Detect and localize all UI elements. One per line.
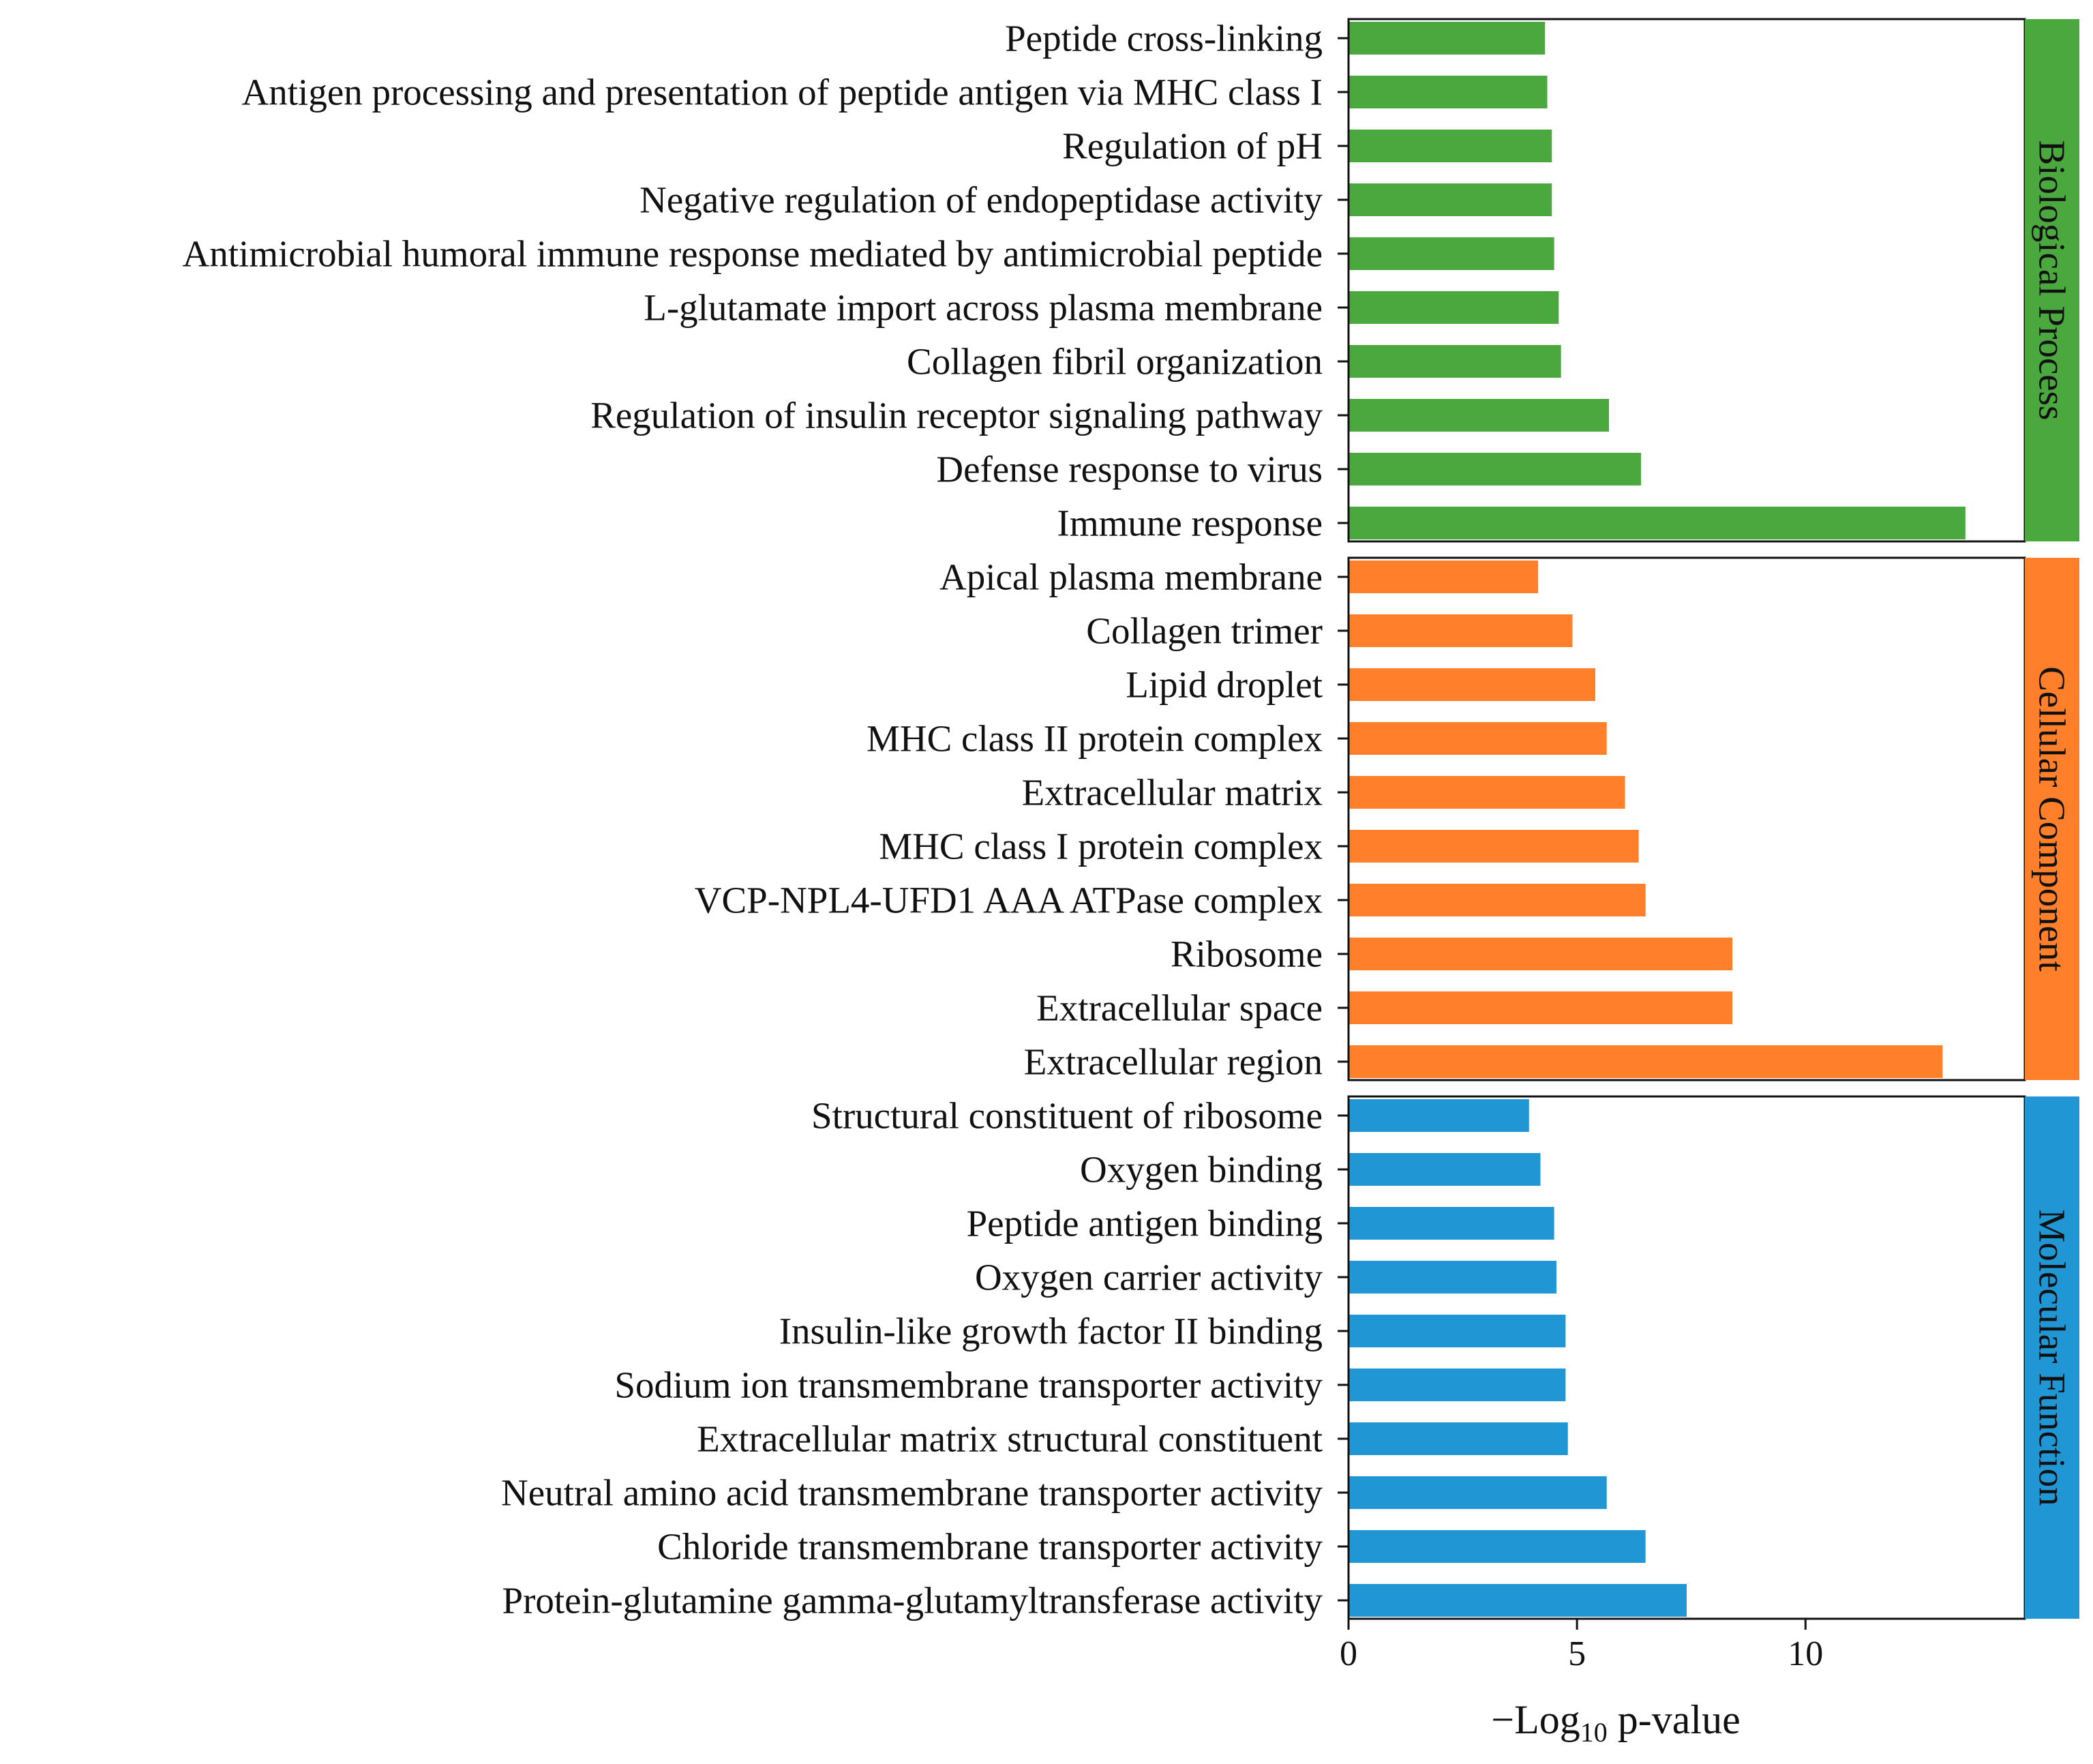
y-tick-label-apical-plasma-membrane: Apical plasma membrane [939, 556, 1323, 598]
bar-oxygen-binding [1349, 1153, 1541, 1186]
y-tick-label-regulation-of-ph: Regulation of pH [1062, 125, 1323, 167]
bar-oxygen-carrier-activity [1349, 1261, 1556, 1294]
y-tick-label-neutral-amino-acid-transmembrane-transporter-activity: Neutral amino acid transmembrane transpo… [501, 1472, 1323, 1514]
bar-protein-glutamine-gamma-glutamyltransferase-activity [1349, 1584, 1687, 1617]
bar-mhc-class-ii-protein-complex [1349, 722, 1607, 755]
bar-extracellular-matrix [1349, 776, 1625, 809]
bar-lipid-droplet [1349, 668, 1595, 701]
x-axis-title-suffix: p-value [1608, 1697, 1741, 1742]
x-axis-title-subscript: 10 [1580, 1717, 1608, 1748]
bar-structural-constituent-of-ribosome [1349, 1099, 1529, 1132]
x-tick-label-5: 5 [1568, 1634, 1586, 1673]
y-tick-label-collagen-trimer: Collagen trimer [1086, 610, 1323, 652]
bar-ribosome [1349, 938, 1733, 970]
y-tick-label-structural-constituent-of-ribosome: Structural constituent of ribosome [811, 1095, 1323, 1137]
bar-regulation-of-insulin-receptor-signaling-pathway [1349, 399, 1610, 432]
panel-label-biological-process: Biological Process [2032, 140, 2073, 421]
y-tick-label-collagen-fibril-organization: Collagen fibril organization [907, 341, 1323, 383]
y-tick-label-lipid-droplet: Lipid droplet [1126, 664, 1323, 706]
x-tick-label-10: 10 [1788, 1634, 1823, 1673]
bar-extracellular-space [1349, 991, 1733, 1024]
bar-regulation-of-ph [1349, 130, 1552, 162]
panel-strip-cellular-component [2025, 558, 2079, 1080]
bar-collagen-fibril-organization [1349, 345, 1561, 378]
x-tick-label-0: 0 [1340, 1634, 1357, 1673]
bar-negative-regulation-of-endopeptidase-activity [1349, 183, 1552, 216]
bar-antigen-processing-and-presentation-of-peptide-antigen-via-mhc-class-i [1349, 76, 1548, 108]
bar-peptide-antigen-binding [1349, 1207, 1554, 1240]
panels-layer: Peptide cross-linking Antigen processing … [183, 18, 2079, 1621]
bar-mhc-class-i-protein-complex [1349, 830, 1639, 863]
bar-extracellular-region [1349, 1045, 1943, 1078]
y-tick-label-ribosome: Ribosome [1171, 933, 1323, 975]
panel-label-molecular-function: Molecular Function [2032, 1209, 2073, 1506]
panel-strip-molecular-function [2025, 1096, 2079, 1619]
y-tick-label-peptide-cross-linking: Peptide cross-linking [1005, 18, 1323, 59]
y-tick-label-oxygen-carrier-activity: Oxygen carrier activity [975, 1257, 1323, 1298]
x-axis: −Log10 p-value 0 5 10 [1340, 1619, 1823, 1748]
bar-l-glutamate-import-across-plasma-membrane [1349, 291, 1559, 324]
bar-collagen-trimer [1349, 614, 1573, 647]
bar-vcp-npl4-ufd1-aaa-atpase-complex [1349, 884, 1646, 916]
y-tick-label-sodium-ion-transmembrane-transporter-activity: Sodium ion transmembrane transporter act… [614, 1364, 1323, 1406]
bar-antimicrobial-humoral-immune-response-mediated-by-antimicrobial-peptide [1349, 237, 1554, 270]
y-tick-label-protein-glutamine-gamma-glutamyltransferase-activity: Protein-glutamine gamma-glutamyltransfer… [502, 1580, 1323, 1621]
bar-apical-plasma-membrane [1349, 560, 1539, 593]
panel-cellular-component: Apical plasma membrane Collagen trimer Lip… [695, 556, 2079, 1083]
y-tick-label-defense-response-to-virus: Defense response to virus [936, 449, 1323, 490]
y-tick-label-antimicrobial-humoral-immune-response-mediated-by-antimicrobial-peptide: Antimicrobial humoral immune response me… [183, 233, 1323, 275]
bar-neutral-amino-acid-transmembrane-transporter-activity [1349, 1476, 1607, 1509]
x-axis-title: −Log10 p-value [1491, 1697, 1740, 1748]
bar-insulin-like-growth-factor-ii-binding [1349, 1315, 1566, 1347]
panel-label-cellular-component: Cellular Component [2032, 666, 2073, 972]
y-tick-label-extracellular-matrix: Extracellular matrix [1022, 772, 1323, 813]
y-tick-label-l-glutamate-import-across-plasma-membrane: L-glutamate import across plasma membran… [644, 287, 1323, 329]
y-tick-label-mhc-class-ii-protein-complex: MHC class II protein complex [867, 718, 1323, 760]
bar-chloride-transmembrane-transporter-activity [1349, 1530, 1646, 1563]
y-tick-label-extracellular-space: Extracellular space [1036, 987, 1323, 1029]
y-tick-label-chloride-transmembrane-transporter-activity: Chloride transmembrane transporter activ… [657, 1526, 1323, 1568]
y-tick-label-peptide-antigen-binding: Peptide antigen binding [967, 1203, 1323, 1244]
y-tick-label-insulin-like-growth-factor-ii-binding: Insulin-like growth factor II binding [779, 1311, 1323, 1352]
y-tick-label-extracellular-matrix-structural-constituent: Extracellular matrix structural constitu… [697, 1418, 1323, 1460]
y-tick-label-mhc-class-i-protein-complex: MHC class I protein complex [879, 826, 1323, 867]
y-tick-label-immune-response: Immune response [1057, 503, 1323, 544]
y-tick-label-oxygen-binding: Oxygen binding [1080, 1149, 1323, 1191]
panel-biological-process: Peptide cross-linking Antigen processing … [183, 18, 2079, 544]
panel-strip-biological-process [2025, 19, 2079, 541]
panel-molecular-function: Structural constituent of ribosome Oxygen… [501, 1095, 2079, 1621]
bar-immune-response [1349, 507, 1966, 539]
x-axis-title-prefix: −Log [1491, 1697, 1580, 1742]
y-tick-label-negative-regulation-of-endopeptidase-activity: Negative regulation of endopeptidase act… [639, 179, 1323, 221]
y-tick-label-extracellular-region: Extracellular region [1024, 1041, 1323, 1083]
y-tick-label-regulation-of-insulin-receptor-signaling-pathway: Regulation of insulin receptor signaling… [590, 395, 1323, 436]
bar-defense-response-to-virus [1349, 453, 1641, 485]
y-tick-label-antigen-processing-and-presentation-of-peptide-antigen-via-mhc-class-i: Antigen processing and presentation of p… [242, 72, 1323, 113]
bar-extracellular-matrix-structural-constituent [1349, 1422, 1568, 1455]
bar-sodium-ion-transmembrane-transporter-activity [1349, 1369, 1566, 1401]
bar-peptide-cross-linking [1349, 22, 1546, 55]
y-tick-label-vcp-npl4-ufd1-aaa-atpase-complex: VCP-NPL4-UFD1 AAA ATPase complex [695, 880, 1323, 921]
